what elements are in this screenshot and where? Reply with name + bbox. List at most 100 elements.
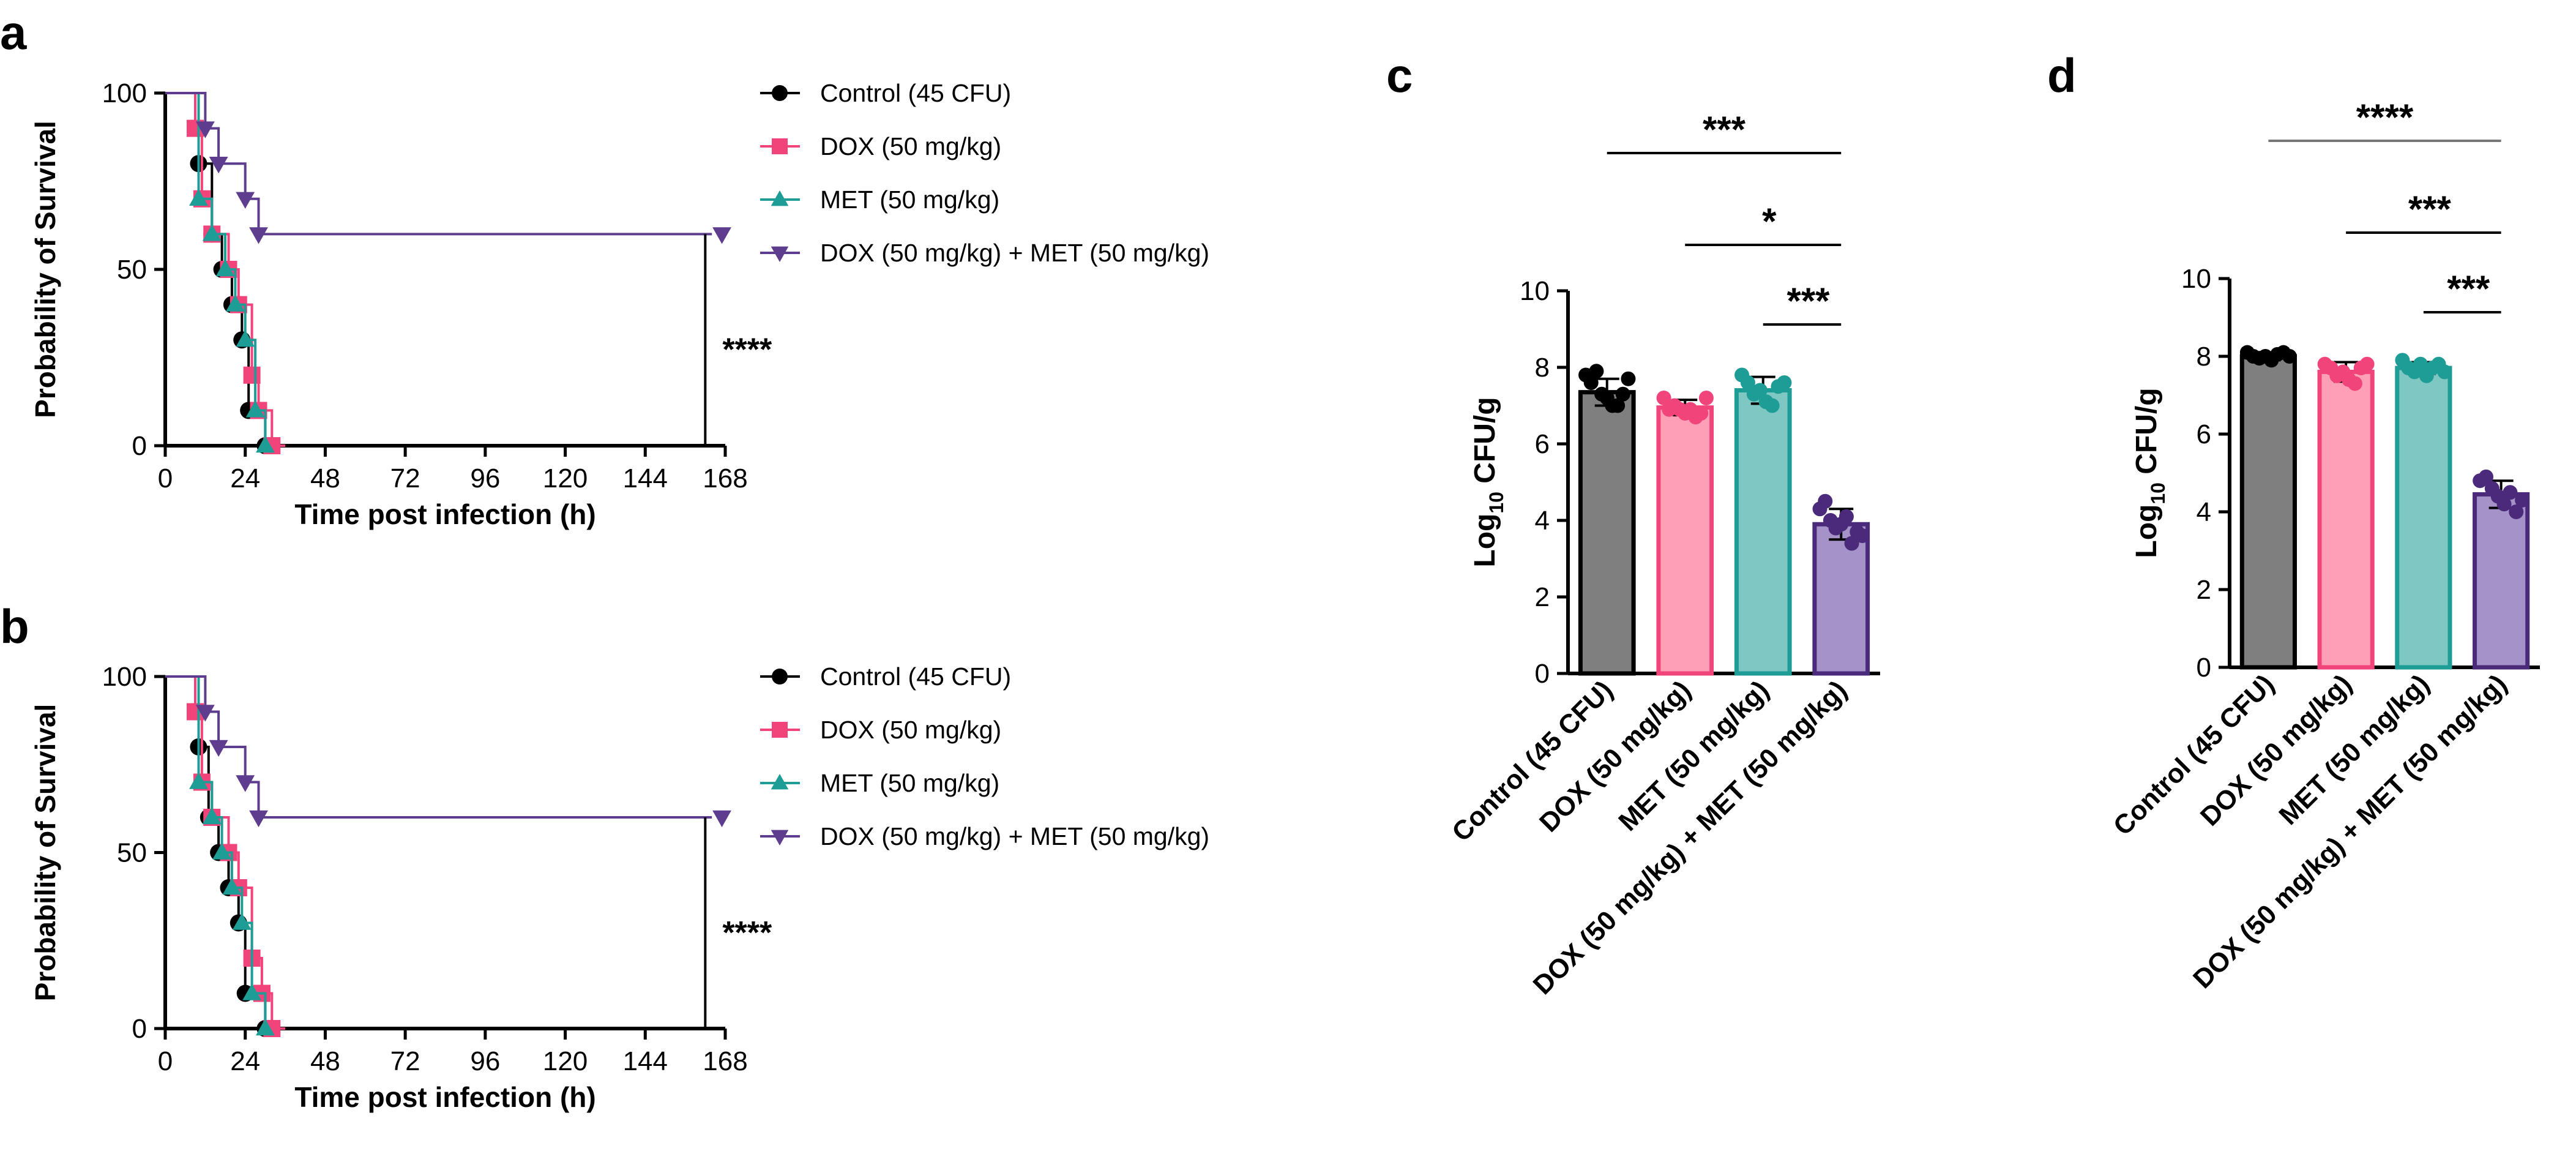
data-point-met	[232, 913, 252, 930]
data-point-met	[245, 400, 265, 418]
data-point-combo	[236, 775, 255, 792]
data-point-dox	[1698, 391, 1714, 405]
data-point-met	[236, 330, 255, 347]
data-point-met	[1752, 383, 1768, 398]
y-axis-label-tail: CFU/g	[2130, 388, 2163, 482]
y-axis-label-main: Log	[2130, 504, 2163, 558]
significance-label: *	[1762, 201, 1777, 242]
y-tick-label: 100	[102, 662, 147, 692]
y-tick-label: 8	[2197, 342, 2211, 372]
data-point-met	[242, 983, 262, 1000]
data-point-combo	[1839, 509, 1854, 524]
data-point-control	[2282, 349, 2297, 364]
panel-letter: d	[2047, 48, 2077, 102]
data-point-met	[2413, 356, 2428, 372]
data-point-combo	[249, 227, 268, 244]
y-tick-label: 2	[1535, 582, 1550, 612]
data-point-dox	[1693, 406, 1709, 421]
y-tick-label: 6	[2197, 419, 2211, 449]
data-point-combo	[2515, 492, 2530, 508]
data-point-dox	[2347, 376, 2362, 391]
bar-control	[1578, 390, 1636, 676]
legend-entry: Control (45 CFU)	[820, 79, 1011, 107]
data-point-dox	[243, 366, 261, 384]
y-axis-label-main: Log	[1469, 514, 1501, 568]
data-point-met	[255, 1018, 275, 1036]
bar-combo	[1812, 522, 1870, 676]
x-tick-label: 168	[703, 463, 747, 493]
data-point-met	[189, 189, 208, 206]
significance-label: ***	[1703, 109, 1746, 150]
data-point-control	[1615, 386, 1630, 402]
y-tick-label: 0	[2197, 653, 2211, 683]
y-tick-label: 50	[117, 255, 147, 285]
data-point-met	[202, 224, 222, 241]
data-point-met	[202, 807, 222, 825]
data-point-combo	[195, 705, 215, 722]
x-axis-label: Time post infection (h)	[294, 1081, 595, 1113]
bar-control	[2239, 354, 2297, 670]
y-tick-label: 0	[132, 431, 147, 461]
y-axis-label-sub: 10	[1485, 492, 1507, 514]
data-point-met	[1764, 398, 1780, 413]
legend-entry: DOX (50 mg/kg) + MET (50 mg/kg)	[820, 822, 1209, 850]
x-tick-label: 72	[390, 463, 420, 493]
data-point-combo	[712, 227, 731, 244]
data-point-met	[222, 877, 242, 895]
y-tick-label: 6	[1535, 429, 1550, 459]
y-axis-label: Probability of Survival	[29, 121, 61, 418]
y-tick-label: 100	[102, 78, 147, 108]
data-point-met	[225, 294, 245, 312]
significance-label: ***	[2447, 268, 2490, 309]
bar-combo	[2473, 492, 2530, 670]
data-point-dox	[2359, 356, 2375, 372]
data-point-met	[2437, 364, 2452, 380]
data-point-combo	[1818, 493, 1833, 509]
y-axis-label: Probability of Survival	[29, 704, 61, 1002]
legend-entry: Control (45 CFU)	[820, 662, 1011, 691]
survival-panel-a: a 0 50 100 0 24 48 72 96 120 144 168 Time post infec…	[0, 6, 1209, 530]
y-tick-label: 0	[132, 1014, 147, 1044]
significance-label: ****	[2356, 97, 2414, 138]
legend-marker-combo	[771, 246, 789, 262]
data-point-control	[1621, 371, 1636, 386]
x-tick-label: 120	[543, 1046, 588, 1076]
legend-marker-met	[771, 774, 789, 790]
data-point-combo	[1854, 528, 1870, 543]
y-axis-label-tail: CFU/g	[1469, 397, 1501, 492]
x-axis-label: Time post infection (h)	[294, 498, 595, 530]
x-tick-label: 48	[310, 463, 340, 493]
bar-met	[1734, 388, 1792, 676]
data-point-met	[255, 435, 275, 453]
significance-label: ****	[722, 915, 772, 951]
data-point-combo	[249, 810, 268, 828]
data-point-combo	[2509, 504, 2524, 519]
legend-marker-control	[772, 85, 788, 101]
x-tick-label: 96	[470, 1046, 500, 1076]
y-axis-label-sub: 10	[2147, 482, 2169, 504]
y-tick-label: 50	[117, 838, 147, 868]
bar-dox	[1656, 405, 1714, 676]
x-tick-label: 168	[703, 1046, 747, 1076]
data-point-combo	[209, 157, 228, 174]
bar-dox	[2317, 369, 2375, 670]
data-point-combo	[195, 121, 215, 138]
bar-met	[2395, 366, 2452, 670]
y-tick-label: 4	[1535, 506, 1550, 536]
data-point-met	[212, 842, 231, 860]
legend-entry: MET (50 mg/kg)	[820, 769, 999, 797]
legend-marker-dox	[772, 138, 788, 154]
y-axis-label: Log10 CFU/g	[2130, 388, 2169, 558]
data-point-dox	[1656, 391, 1671, 405]
y-tick-label: 10	[2181, 264, 2211, 294]
significance-label: ****	[722, 332, 772, 368]
x-tick-label: 48	[310, 1046, 340, 1076]
data-point-combo	[2503, 485, 2518, 500]
y-tick-label: 10	[1520, 276, 1550, 306]
x-tick-label: 72	[390, 1046, 420, 1076]
x-tick-label: 144	[623, 1046, 668, 1076]
x-tick-label: 24	[230, 1046, 260, 1076]
x-tick-label: 0	[158, 1046, 173, 1076]
